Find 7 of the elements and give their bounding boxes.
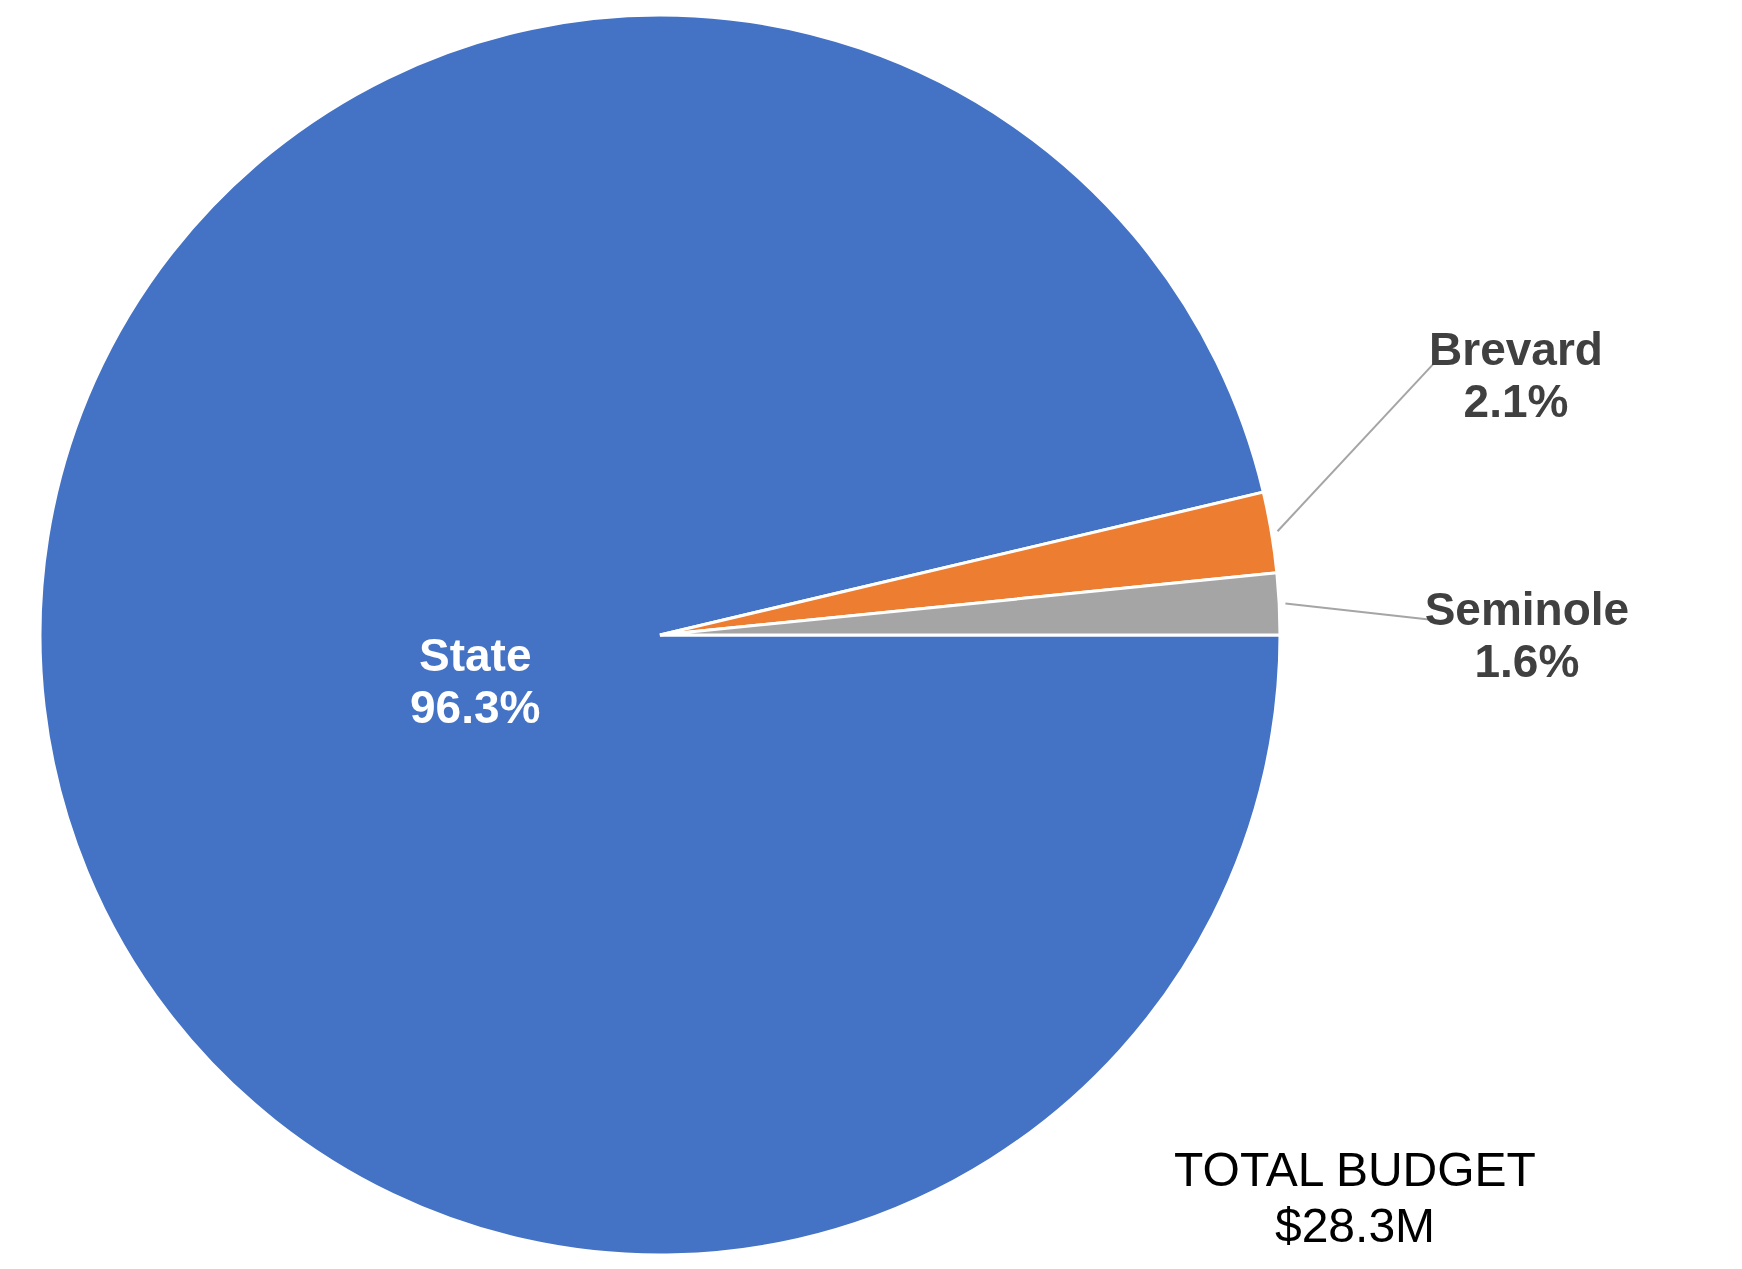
data-label: 2.1% — [1463, 375, 1569, 428]
data-label: 1.6% — [1474, 635, 1580, 688]
data-label: 96.3% — [410, 680, 541, 733]
text: TOTAL BUDGET $28.3M — [1174, 1143, 1536, 1252]
slice-label: Brevard — [1429, 323, 1603, 376]
slice-label: Seminole — [1424, 583, 1630, 636]
slice-label: State — [419, 628, 532, 681]
